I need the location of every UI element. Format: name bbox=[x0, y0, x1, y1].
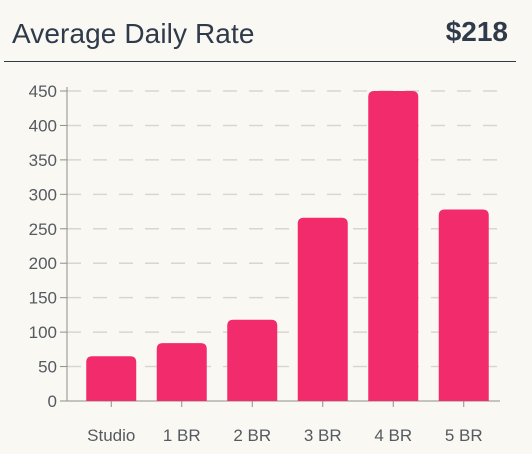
bar-1-br[interactable] bbox=[156, 343, 207, 401]
y-tick-label: 0 bbox=[48, 392, 57, 411]
x-tick-label: 1 BR bbox=[163, 426, 201, 445]
y-tick-label: 300 bbox=[29, 185, 57, 204]
x-tick-label: 3 BR bbox=[304, 426, 342, 445]
bars bbox=[86, 91, 489, 401]
x-tick-label: 5 BR bbox=[445, 426, 483, 445]
y-tick-label: 400 bbox=[29, 116, 57, 135]
average-rate-value: $218 bbox=[445, 16, 508, 47]
chart-title: Average Daily Rate bbox=[12, 18, 255, 49]
y-tick-label: 350 bbox=[29, 151, 57, 170]
bar-3-br[interactable] bbox=[297, 217, 348, 401]
bar-2-br[interactable] bbox=[227, 319, 278, 401]
chart-header: Average Daily Rate $218 bbox=[12, 14, 508, 58]
y-tick-label: 250 bbox=[29, 220, 57, 239]
bar-4-br[interactable] bbox=[368, 91, 419, 401]
tick-labels: 0 50 100 150 200 250 300 350 400 450 Studio 1 BR 2 B… bbox=[29, 82, 483, 445]
y-tick-label: 150 bbox=[29, 289, 57, 308]
grid-lines bbox=[67, 90, 500, 368]
x-tick-label: 2 BR bbox=[233, 426, 271, 445]
y-tick-label: 200 bbox=[29, 254, 57, 273]
header-divider bbox=[4, 61, 516, 62]
bar-studio[interactable] bbox=[86, 356, 137, 401]
y-tick-label: 100 bbox=[29, 323, 57, 342]
y-tick-label: 450 bbox=[29, 82, 57, 101]
x-tick-label: 4 BR bbox=[374, 426, 412, 445]
y-tick-label: 50 bbox=[38, 358, 57, 377]
axes bbox=[60, 87, 500, 407]
x-tick-label: Studio bbox=[87, 426, 135, 445]
bar-5-br[interactable] bbox=[438, 209, 489, 401]
